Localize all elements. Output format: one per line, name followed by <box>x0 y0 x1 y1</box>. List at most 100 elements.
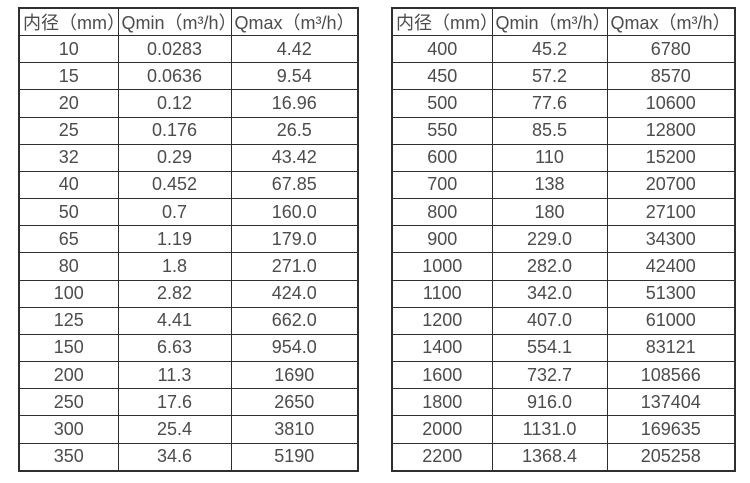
table-cell: 271.0 <box>230 252 359 281</box>
column-header-qmin: Qmin（m³/h） <box>491 7 608 36</box>
table-row: 150 6.63 954.0 <box>18 333 359 363</box>
table-cell: 0.0283 <box>117 34 232 64</box>
table-cell: 0.12 <box>117 89 232 118</box>
table-cell: 350 <box>18 442 119 472</box>
table-row: 10 0.0283 4.42 <box>18 34 359 64</box>
table-row: 65 1.19 179.0 <box>18 225 359 254</box>
table-cell: 6.63 <box>117 333 232 363</box>
table-cell: 169635 <box>606 415 736 444</box>
table-cell: 0.176 <box>117 116 232 145</box>
table-cell: 10 <box>18 34 119 64</box>
table-cell: 9.54 <box>230 62 359 91</box>
table-row: 300 25.4 3810 <box>18 415 359 444</box>
table-cell: 42400 <box>606 252 736 281</box>
table-cell: 450 <box>391 62 493 91</box>
table-cell: 0.7 <box>117 198 232 227</box>
table-row: 2000 1131.0 169635 <box>391 415 736 444</box>
table-cell: 20700 <box>606 170 736 200</box>
header-row: 内径（mm） Qmin（m³/h） Qmax（m³/h） <box>391 7 736 36</box>
column-header-diameter: 内径（mm） <box>18 7 119 36</box>
table-row: 1000 282.0 42400 <box>391 252 736 281</box>
column-header-qmax: Qmax（m³/h） <box>230 7 359 36</box>
table-row: 450 57.2 8570 <box>391 62 736 91</box>
table-cell: 12800 <box>606 116 736 145</box>
table-cell: 16.96 <box>230 89 359 118</box>
table-cell: 954.0 <box>230 333 359 363</box>
table-cell: 100 <box>18 279 119 308</box>
table-cell: 2650 <box>230 388 359 417</box>
table-cell: 138 <box>491 170 608 200</box>
table-cell: 34300 <box>606 225 736 254</box>
table-cell: 800 <box>391 198 493 227</box>
table-row: 200 11.3 1690 <box>18 361 359 390</box>
column-header-diameter: 内径（mm） <box>391 7 493 36</box>
table-cell: 2000 <box>391 415 493 444</box>
table-cell: 50 <box>18 198 119 227</box>
table-cell: 3810 <box>230 415 359 444</box>
table-cell: 900 <box>391 225 493 254</box>
table-cell: 27100 <box>606 198 736 227</box>
table-cell: 77.6 <box>491 89 608 118</box>
table-row: 15 0.0636 9.54 <box>18 62 359 91</box>
table-cell: 179.0 <box>230 225 359 254</box>
table-row: 1800 916.0 137404 <box>391 388 736 417</box>
table-cell: 6780 <box>606 34 736 64</box>
table-cell: 1131.0 <box>491 415 608 444</box>
table-cell: 1600 <box>391 361 493 390</box>
table-row: 20 0.12 16.96 <box>18 89 359 118</box>
table-cell: 1100 <box>391 279 493 308</box>
table-cell: 125 <box>18 306 119 335</box>
table-cell: 2.82 <box>117 279 232 308</box>
table-cell: 25.4 <box>117 415 232 444</box>
table-cell: 205258 <box>606 442 736 472</box>
flow-spec-table-large-diameters: 内径（mm） Qmin（m³/h） Qmax（m³/h） 400 45.2 6780… <box>391 7 736 472</box>
table-row: 1100 342.0 51300 <box>391 279 736 308</box>
table-cell: 300 <box>18 415 119 444</box>
table-row: 700 138 20700 <box>391 170 736 200</box>
table-cell: 83121 <box>606 333 736 363</box>
table-cell: 180 <box>491 198 608 227</box>
table-cell: 407.0 <box>491 306 608 335</box>
table-row: 400 45.2 6780 <box>391 34 736 64</box>
table-cell: 1368.4 <box>491 442 608 472</box>
table-row: 2200 1368.4 205258 <box>391 442 736 472</box>
table-cell: 80 <box>18 252 119 281</box>
table-cell: 11.3 <box>117 361 232 390</box>
table-cell: 662.0 <box>230 306 359 335</box>
table-row: 550 85.5 12800 <box>391 116 736 145</box>
table-row: 125 4.41 662.0 <box>18 306 359 335</box>
table-cell: 250 <box>18 388 119 417</box>
table-body: 10 0.0283 4.42 15 0.0636 9.54 20 0.12 16.96 25 0.1… <box>18 34 359 472</box>
table-cell: 342.0 <box>491 279 608 308</box>
table-cell: 500 <box>391 89 493 118</box>
table-cell: 20 <box>18 89 119 118</box>
table-row: 80 1.8 271.0 <box>18 252 359 281</box>
table-cell: 15200 <box>606 143 736 172</box>
table-cell: 61000 <box>606 306 736 335</box>
table-row: 350 34.6 5190 <box>18 442 359 472</box>
table-cell: 65 <box>18 225 119 254</box>
table-cell: 1400 <box>391 333 493 363</box>
table-row: 50 0.7 160.0 <box>18 198 359 227</box>
table-row: 1400 554.1 83121 <box>391 333 736 363</box>
table-cell: 15 <box>18 62 119 91</box>
table-cell: 40 <box>18 170 119 200</box>
table-cell: 34.6 <box>117 442 232 472</box>
table-cell: 25 <box>18 116 119 145</box>
column-header-qmin: Qmin（m³/h） <box>117 7 232 36</box>
table-cell: 1690 <box>230 361 359 390</box>
table-cell: 137404 <box>606 388 736 417</box>
table-cell: 10600 <box>606 89 736 118</box>
table-cell: 43.42 <box>230 143 359 172</box>
table-cell: 1800 <box>391 388 493 417</box>
table-cell: 57.2 <box>491 62 608 91</box>
table-cell: 4.41 <box>117 306 232 335</box>
table-cell: 150 <box>18 333 119 363</box>
table-cell: 85.5 <box>491 116 608 145</box>
table-row: 1200 407.0 61000 <box>391 306 736 335</box>
table-cell: 1.8 <box>117 252 232 281</box>
table-row: 600 110 15200 <box>391 143 736 172</box>
table-row: 40 0.452 67.85 <box>18 170 359 200</box>
table-cell: 550 <box>391 116 493 145</box>
